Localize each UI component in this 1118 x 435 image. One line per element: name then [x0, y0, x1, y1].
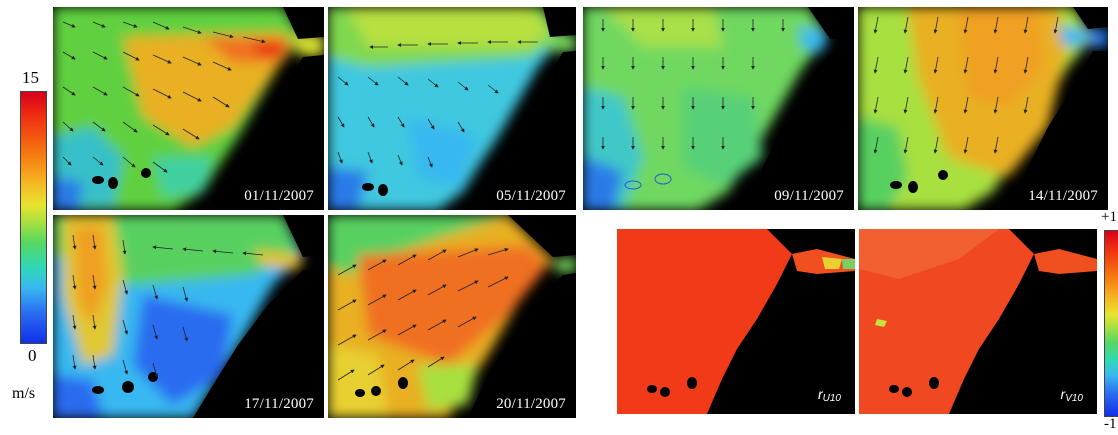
panel-date-label: 09/11/2007 [774, 188, 844, 204]
correlation-subscript: U10 [822, 393, 841, 404]
correlation-label-u10: rU10 [818, 386, 841, 404]
panel-date-label: 01/11/2007 [244, 188, 314, 204]
wind-map-panel: 14/11/2007 [858, 7, 1108, 210]
correlation-symbol: r [1060, 386, 1066, 402]
colorbar-max-label: 15 [22, 68, 39, 87]
colorbar-unit-label: m/s [12, 385, 36, 402]
panel-date-label: 14/11/2007 [1028, 188, 1098, 204]
correlation-map-v10: rV10 [859, 229, 1097, 414]
wind-map-panel: 01/11/2007 [53, 7, 324, 210]
wind-map-panel: 20/11/2007 [328, 215, 576, 418]
wind-map-panel: 17/11/2007 [53, 215, 324, 418]
wind-map-panel: 05/11/2007 [328, 7, 576, 210]
colorbar-min-label: 0 [28, 346, 37, 365]
wind-map-panel: 09/11/2007 [583, 7, 854, 210]
corr-colorbar-min-label: -1 [1104, 416, 1117, 432]
panel-date-label: 20/11/2007 [496, 396, 566, 412]
colorbar-correlation [1104, 230, 1118, 417]
panel-date-label: 05/11/2007 [496, 188, 566, 204]
correlation-map-u10: rU10 [617, 229, 855, 414]
colorbar-wind-speed [20, 91, 47, 344]
correlation-symbol: r [817, 386, 823, 402]
correlation-subscript: V10 [1065, 393, 1083, 404]
panel-date-label: 17/11/2007 [244, 396, 314, 412]
correlation-label-v10: rV10 [1061, 386, 1083, 404]
corr-colorbar-max-label: +1 [1101, 209, 1117, 225]
